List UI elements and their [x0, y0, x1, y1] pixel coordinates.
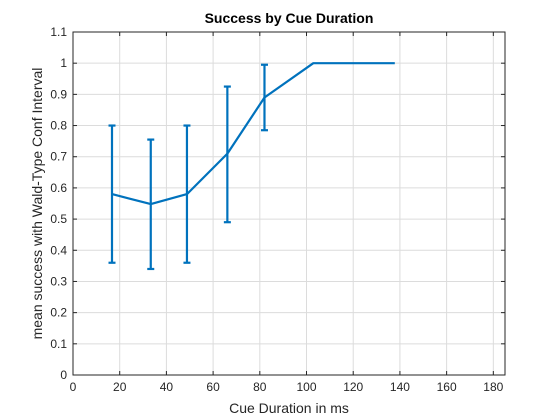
x-tick-label: 40: [160, 380, 174, 394]
y-tick-label: 0.5: [50, 212, 67, 226]
x-tick-label: 160: [437, 380, 457, 394]
grid: [72, 31, 505, 376]
y-tick-label: 0.2: [50, 306, 67, 320]
series-lines: [111, 62, 395, 206]
y-tick-label: 0.7: [50, 150, 67, 164]
y-tick-label: 0.1: [50, 337, 67, 351]
y-axis-label: mean success with Wald-Type Conf Interva…: [29, 68, 45, 340]
y-tick-label: 1.1: [50, 25, 67, 39]
x-tick-label: 60: [206, 380, 220, 394]
error-bars: [108, 63, 268, 271]
chart-title: Success by Cue Duration: [205, 10, 374, 26]
y-tick-label: 0.4: [50, 243, 67, 257]
x-axis-label: Cue Duration in ms: [229, 400, 349, 416]
y-tick-label: 0.3: [50, 274, 67, 288]
y-tick-label: 0.9: [50, 87, 67, 101]
x-tick-label: 100: [296, 380, 316, 394]
y-tick-label: 0.6: [50, 181, 67, 195]
ticks: 0 20 40 60 80 100 120 140 160 180 0 0.1 0.2 0.3 0.4 0.5…: [50, 25, 505, 394]
x-tick-label: 0: [70, 380, 77, 394]
x-tick-label: 180: [483, 380, 503, 394]
y-tick-label: 0: [60, 368, 67, 382]
series-line: [111, 62, 395, 206]
x-tick-label: 140: [390, 380, 410, 394]
axes-box: [72, 31, 506, 376]
x-tick-label: 120: [343, 380, 363, 394]
x-tick-label: 20: [113, 380, 127, 394]
x-tick-label: 80: [253, 380, 267, 394]
y-tick-label: 0.8: [50, 119, 67, 133]
y-tick-label: 1: [60, 56, 67, 70]
